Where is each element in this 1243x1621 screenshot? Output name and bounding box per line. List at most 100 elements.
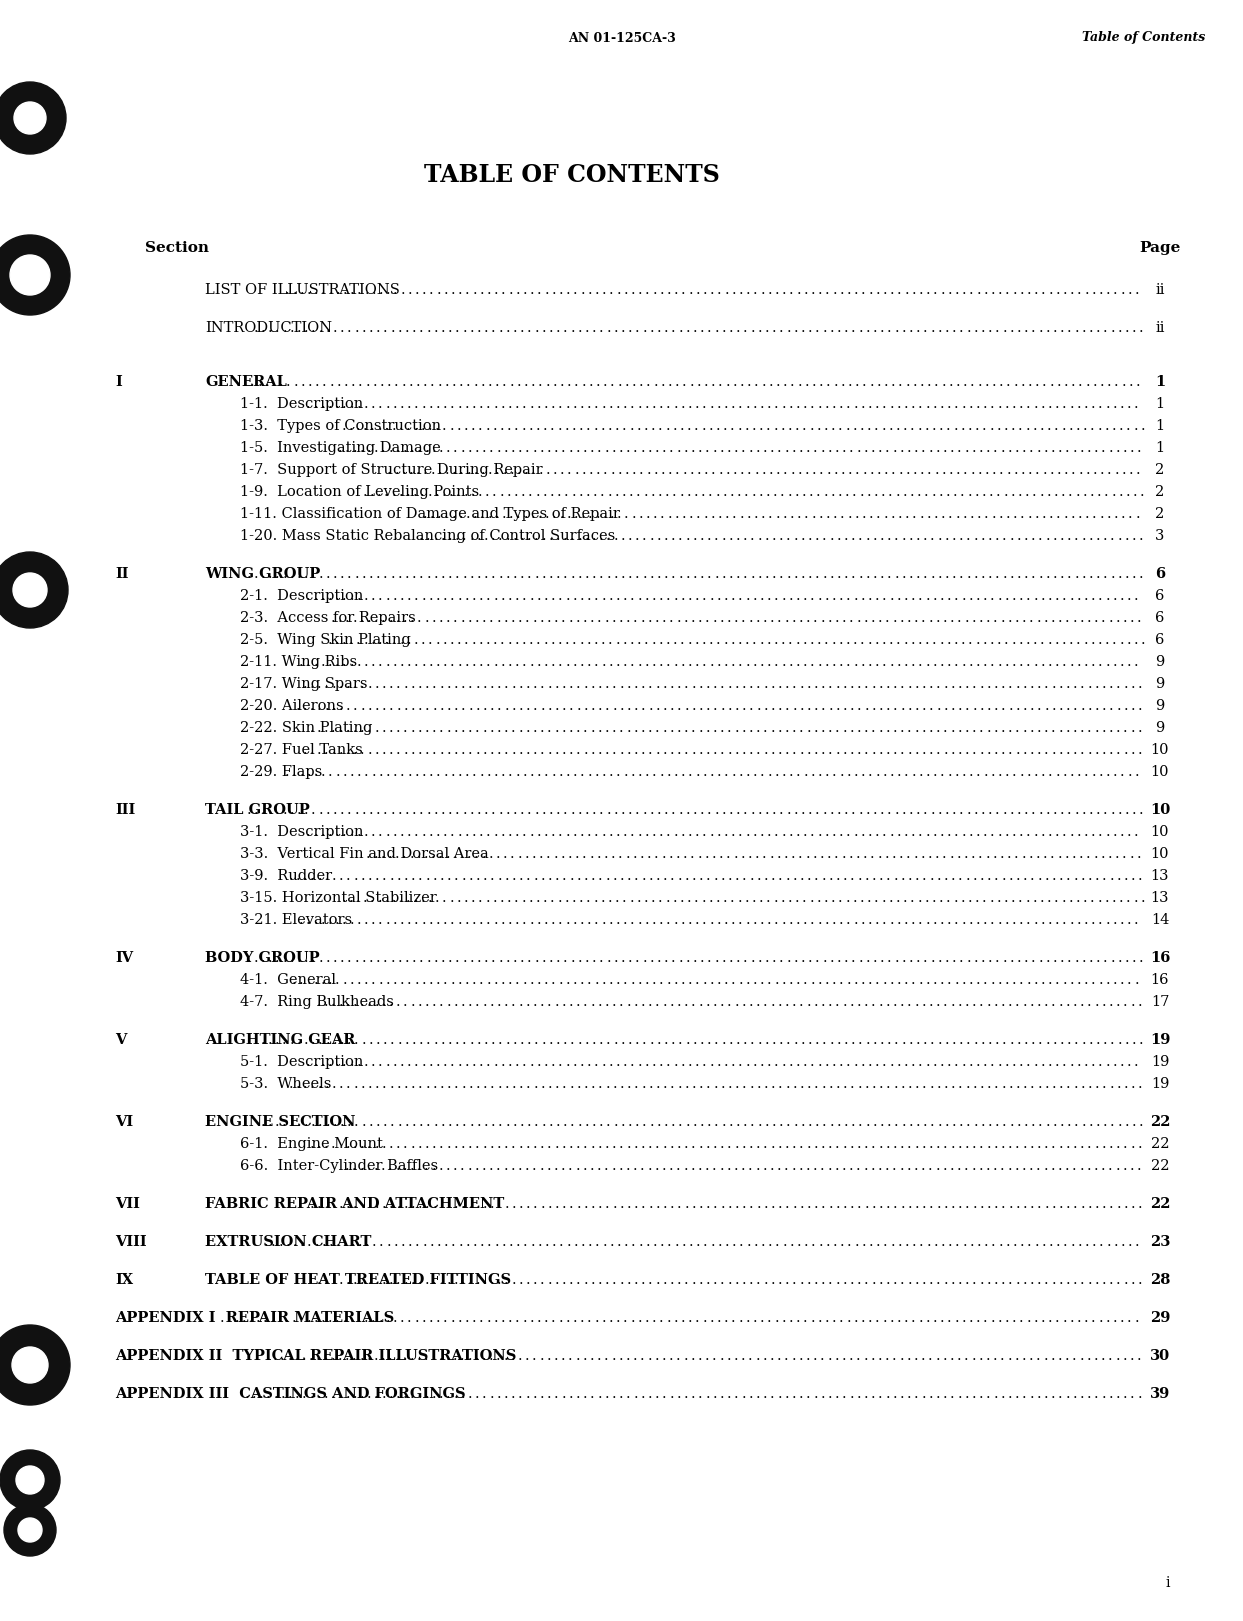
Text: .: .	[538, 374, 543, 389]
Text: .: .	[968, 973, 973, 987]
Text: .: .	[382, 721, 387, 734]
Text: .: .	[875, 655, 880, 669]
Text: .: .	[455, 1033, 460, 1047]
Text: .: .	[1013, 464, 1018, 477]
Text: 10: 10	[1151, 765, 1170, 780]
Text: .: .	[1052, 1136, 1055, 1151]
Text: .: .	[403, 1388, 408, 1401]
Text: .: .	[585, 892, 590, 905]
Text: .: .	[547, 678, 552, 691]
Text: .: .	[640, 995, 645, 1008]
Text: .: .	[297, 802, 301, 817]
Text: .: .	[815, 1033, 819, 1047]
Text: .: .	[695, 913, 700, 927]
Text: .: .	[750, 869, 753, 883]
Text: .: .	[961, 588, 966, 603]
Text: .: .	[818, 913, 822, 927]
Text: .: .	[368, 699, 372, 713]
Text: .: .	[500, 418, 505, 433]
Text: .: .	[378, 588, 383, 603]
Text: .: .	[947, 284, 952, 297]
Text: .: .	[313, 973, 318, 987]
Text: .: .	[393, 913, 398, 927]
Text: .: .	[936, 1076, 941, 1091]
Text: .: .	[820, 995, 825, 1008]
Text: .: .	[1086, 848, 1090, 861]
Text: .: .	[370, 892, 374, 905]
Text: .: .	[807, 721, 810, 734]
Text: .: .	[349, 1311, 354, 1324]
Text: .: .	[518, 721, 523, 734]
Text: .: .	[314, 374, 319, 389]
Text: .: .	[965, 721, 970, 734]
Text: .: .	[558, 284, 563, 297]
Text: .: .	[508, 765, 512, 780]
Text: .: .	[527, 567, 532, 580]
Text: .: .	[951, 1196, 955, 1211]
Text: 6: 6	[1155, 611, 1165, 626]
Text: .: .	[671, 952, 676, 964]
Text: .: .	[835, 1136, 840, 1151]
Text: .: .	[1040, 825, 1045, 840]
Text: .: .	[1071, 848, 1076, 861]
Text: .: .	[856, 1136, 861, 1151]
Text: .: .	[567, 374, 572, 389]
Text: .: .	[930, 567, 935, 580]
Text: .: .	[640, 441, 645, 456]
Text: .: .	[813, 1136, 818, 1151]
Text: .: .	[1116, 1136, 1120, 1151]
Text: .: .	[911, 825, 915, 840]
Text: .: .	[472, 1311, 476, 1324]
Text: Page: Page	[1140, 242, 1181, 254]
Text: .: .	[655, 611, 659, 626]
Text: .: .	[636, 485, 640, 499]
Text: .: .	[932, 892, 936, 905]
Text: .: .	[999, 464, 1004, 477]
Text: .: .	[727, 1076, 732, 1091]
Text: .: .	[943, 699, 948, 713]
Text: .: .	[966, 1033, 971, 1047]
Text: .: .	[651, 655, 656, 669]
Text: .: .	[1012, 1055, 1017, 1068]
Text: .: .	[750, 1196, 753, 1211]
Text: .: .	[323, 1388, 328, 1401]
Text: .: .	[800, 802, 805, 817]
Text: .: .	[855, 464, 860, 477]
Text: .: .	[932, 1055, 937, 1068]
Text: .: .	[418, 1196, 423, 1211]
Text: .: .	[1116, 869, 1121, 883]
Text: .: .	[875, 913, 880, 927]
Text: .: .	[338, 699, 343, 713]
Text: .: .	[465, 1311, 469, 1324]
Text: .: .	[1058, 1349, 1063, 1363]
Text: .: .	[1085, 507, 1089, 520]
Text: .: .	[353, 1196, 358, 1211]
Text: .: .	[619, 678, 624, 691]
Text: .: .	[643, 485, 648, 499]
Text: .: .	[334, 397, 339, 412]
Text: .: .	[363, 825, 368, 840]
Text: .: .	[308, 1349, 313, 1363]
Text: .: .	[332, 1115, 337, 1128]
Text: .: .	[726, 1159, 731, 1174]
Text: .: .	[880, 952, 885, 964]
Text: .: .	[769, 1349, 774, 1363]
Text: .: .	[723, 892, 727, 905]
Text: .: .	[623, 632, 626, 647]
Text: .: .	[904, 913, 909, 927]
Text: .: .	[438, 848, 443, 861]
Text: .: .	[659, 973, 664, 987]
Text: .: .	[426, 952, 431, 964]
Text: .: .	[858, 952, 863, 964]
Text: .: .	[566, 284, 571, 297]
Text: .: .	[424, 611, 429, 626]
Text: .: .	[824, 892, 828, 905]
Text: .: .	[991, 1235, 996, 1250]
Text: .: .	[374, 869, 379, 883]
Text: .: .	[757, 528, 762, 543]
Text: .: .	[850, 699, 854, 713]
Text: .: .	[520, 1115, 525, 1128]
Text: .: .	[446, 678, 451, 691]
Text: .: .	[475, 1388, 480, 1401]
Text: .: .	[721, 1033, 726, 1047]
